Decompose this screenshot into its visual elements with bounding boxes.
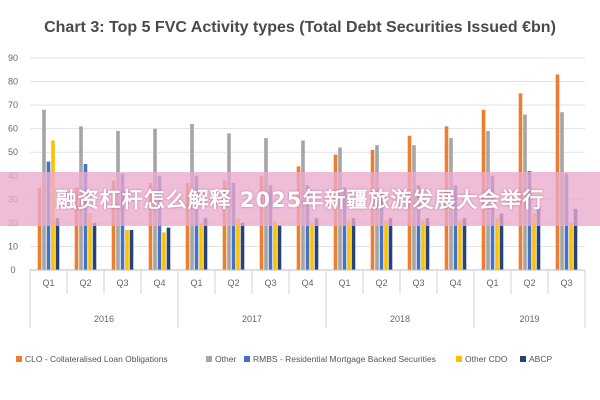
x-tick-label: Q4 bbox=[449, 278, 461, 288]
legend-label: ABCP bbox=[529, 354, 552, 364]
x-group-label: 2016 bbox=[94, 314, 114, 324]
bar-rmbs-8 bbox=[342, 187, 347, 270]
x-tick-label: Q1 bbox=[42, 278, 54, 288]
legend-swatch bbox=[456, 356, 462, 362]
legend-label: RMBS - Residential Mortgage Backed Secur… bbox=[253, 354, 436, 364]
x-axis: Q1 Q2 Q3 Q4 Q1 Q2 Q3 Q4 Q1 Q2 Q3 Q4 Q1 Q2 Q3 2016 2017 20… bbox=[29, 269, 586, 328]
bar-other-2 bbox=[125, 229, 129, 270]
bar-abcp-11 bbox=[462, 218, 467, 270]
y-tick-label: 10 bbox=[8, 241, 18, 251]
bar-abcp-1 bbox=[92, 222, 97, 270]
x-group-label: 2018 bbox=[390, 314, 410, 324]
chart-title: Chart 3: Top 5 FVC Activity types (Total… bbox=[44, 19, 556, 36]
bar-other-7 bbox=[310, 222, 314, 270]
bar-abcp-3 bbox=[166, 227, 171, 270]
bar-abcp-8 bbox=[351, 218, 356, 270]
legend-label: CLO - Collateralised Loan Obligations bbox=[25, 354, 168, 364]
overlay-banner[interactable]: 融资杠杆怎么解释 2025年新疆旅游发展大会举行 bbox=[0, 172, 600, 226]
legend-swatch bbox=[244, 356, 250, 362]
x-tick-label: Q1 bbox=[486, 278, 498, 288]
y-axis: 0102030405060708090 bbox=[8, 53, 18, 275]
bar-clo-4 bbox=[185, 182, 190, 270]
bar-rmbs-10 bbox=[416, 185, 421, 270]
bar-abcp-4 bbox=[203, 218, 208, 270]
bar-abcp-7 bbox=[314, 218, 319, 270]
x-tick-label: Q3 bbox=[264, 278, 276, 288]
bar-abcp-5 bbox=[240, 222, 245, 270]
bar-rmbs-9 bbox=[379, 192, 384, 270]
bar-other-10 bbox=[421, 220, 425, 270]
legend-swatch bbox=[206, 356, 212, 362]
bar-clo-3 bbox=[148, 182, 153, 270]
x-tick-label: Q4 bbox=[153, 278, 165, 288]
x-tick-label: Q1 bbox=[338, 278, 350, 288]
legend-label: Other bbox=[215, 354, 236, 364]
bar-other-8 bbox=[347, 220, 351, 270]
bar-other-11 bbox=[458, 220, 462, 270]
bar-abcp-6 bbox=[277, 225, 282, 270]
x-tick-label: Q3 bbox=[412, 278, 424, 288]
bar-other-6 bbox=[273, 220, 277, 270]
banner-text: 融资杠杆怎么解释 2025年新疆旅游发展大会举行 bbox=[55, 188, 545, 212]
bar-abcp-10 bbox=[425, 218, 430, 270]
bar-abcp-0 bbox=[55, 218, 60, 270]
legend-swatch bbox=[520, 356, 526, 362]
bar-other-3 bbox=[162, 232, 166, 270]
legend-label: Other CDO bbox=[465, 354, 508, 364]
y-tick-label: 90 bbox=[8, 53, 18, 63]
x-group-label: 2019 bbox=[519, 314, 539, 324]
x-tick-label: Q2 bbox=[227, 278, 239, 288]
x-tick-label: Q2 bbox=[375, 278, 387, 288]
x-tick-label: Q3 bbox=[116, 278, 128, 288]
bar-clo-1 bbox=[74, 187, 79, 270]
y-tick-label: 50 bbox=[8, 147, 18, 157]
bar-rmbs-7 bbox=[305, 185, 310, 270]
x-tick-label: Q1 bbox=[190, 278, 202, 288]
bar-abcp-2 bbox=[129, 229, 134, 270]
legend: CLO - Collateralised Loan Obligations Oth… bbox=[16, 354, 552, 364]
x-tick-label: Q2 bbox=[79, 278, 91, 288]
y-tick-label: 60 bbox=[8, 124, 18, 134]
y-tick-label: 0 bbox=[10, 265, 15, 275]
bar-abcp-9 bbox=[388, 218, 393, 270]
bar-other-5 bbox=[236, 218, 240, 270]
x-tick-label: Q3 bbox=[560, 278, 572, 288]
bar-other-14 bbox=[569, 222, 573, 270]
x-tick-label: Q2 bbox=[523, 278, 535, 288]
bar-other-4 bbox=[199, 222, 203, 270]
bar-other-13 bbox=[532, 213, 536, 270]
y-tick-label: 80 bbox=[8, 77, 18, 87]
bar-rmbs-11 bbox=[453, 185, 458, 270]
bar-other-12 bbox=[495, 218, 499, 270]
bar-abcp-13 bbox=[536, 206, 541, 270]
bar-other-9 bbox=[384, 220, 388, 270]
bar-rmbs-5 bbox=[231, 182, 236, 270]
bar-other-1 bbox=[88, 213, 92, 270]
bar-rmbs-6 bbox=[268, 185, 273, 270]
y-tick-label: 70 bbox=[8, 100, 18, 110]
bar-clo-0 bbox=[37, 187, 42, 270]
x-group-label: 2017 bbox=[242, 314, 262, 324]
x-tick-label: Q4 bbox=[301, 278, 313, 288]
bar-abcp-14 bbox=[573, 208, 578, 270]
bar-abcp-12 bbox=[499, 213, 504, 270]
legend-swatch bbox=[16, 356, 22, 362]
